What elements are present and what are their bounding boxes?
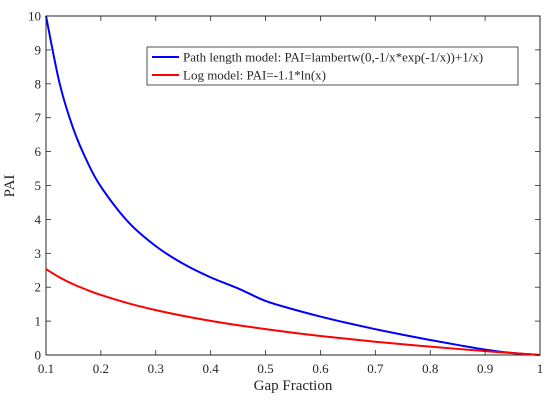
legend-box bbox=[146, 46, 519, 86]
x-tick-label: 0.5 bbox=[257, 361, 273, 376]
series-line-0 bbox=[45, 15, 541, 356]
x-tick-label: 0.7 bbox=[367, 361, 384, 376]
x-tick-label: 0.6 bbox=[312, 361, 329, 376]
y-tick-label: 9 bbox=[35, 42, 42, 57]
x-tick-label: 0.4 bbox=[203, 361, 220, 376]
series-lines bbox=[45, 15, 541, 356]
y-tick-label: 1 bbox=[35, 314, 42, 329]
y-tick-label: 2 bbox=[35, 280, 42, 295]
legend-label-log-model: Log model: PAI=-1.1*ln(x) bbox=[183, 68, 326, 83]
x-tick-label: 1 bbox=[537, 361, 544, 376]
y-tick-label: 5 bbox=[35, 178, 42, 193]
y-tick-label: 4 bbox=[35, 212, 42, 227]
x-tick-label: 0.3 bbox=[148, 361, 164, 376]
y-tick-label: 3 bbox=[35, 246, 42, 261]
y-tick-label: 0 bbox=[35, 348, 42, 363]
x-tick-label: 0.8 bbox=[422, 361, 438, 376]
y-tick-label: 10 bbox=[28, 9, 41, 24]
y-tick-label: 6 bbox=[35, 144, 42, 159]
y-tick-label: 7 bbox=[35, 110, 42, 125]
x-axis-label: Gap Fraction bbox=[254, 378, 333, 394]
legend: Path length model: PAI=lambertw(0,-1/x*e… bbox=[146, 46, 519, 86]
y-axis-label: PAI bbox=[2, 175, 18, 198]
series-line-1 bbox=[45, 268, 541, 356]
x-tick-label: 0.9 bbox=[477, 361, 493, 376]
x-tick-label: 0.1 bbox=[38, 361, 54, 376]
legend-label-path-length: Path length model: PAI=lambertw(0,-1/x*e… bbox=[183, 50, 483, 65]
y-tick-label: 8 bbox=[35, 76, 42, 91]
x-tick-label: 0.2 bbox=[93, 361, 109, 376]
